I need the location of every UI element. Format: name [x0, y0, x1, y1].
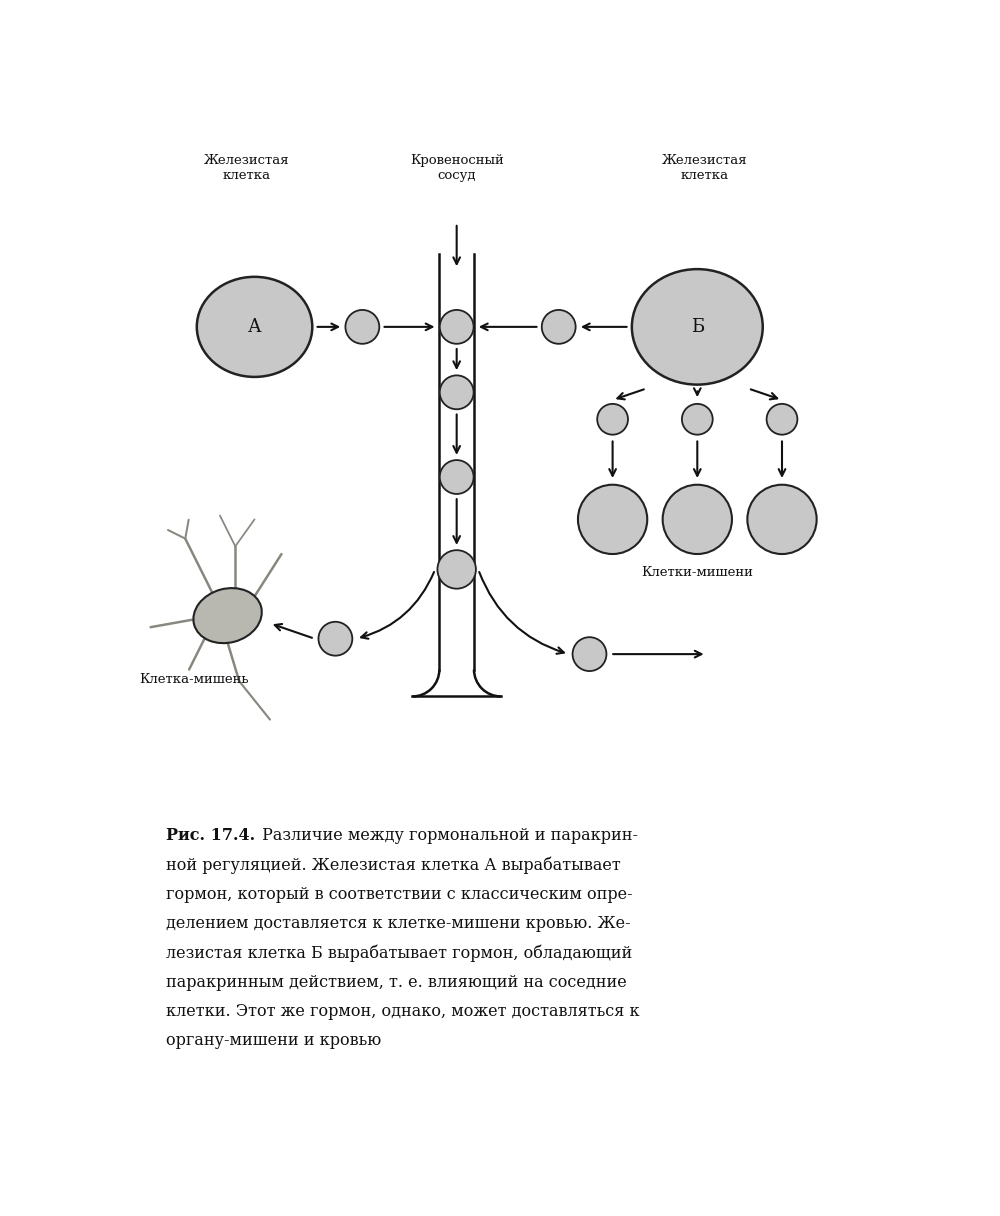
Circle shape: [437, 550, 476, 589]
Circle shape: [440, 310, 474, 344]
Text: Б: Б: [691, 317, 704, 336]
Text: Клетка-мишень: Клетка-мишень: [139, 674, 249, 686]
Text: органу-мишени и кровью: органу-мишени и кровью: [166, 1032, 381, 1049]
Circle shape: [578, 485, 647, 554]
Text: Железистая
клетка: Железистая клетка: [662, 153, 748, 181]
Text: Кровеносный
сосуд: Кровеносный сосуд: [410, 153, 504, 181]
Circle shape: [747, 485, 817, 554]
Text: Рис. 17.4.: Рис. 17.4.: [166, 827, 255, 844]
Text: Железистая
клетка: Железистая клетка: [204, 153, 290, 181]
Circle shape: [597, 404, 628, 434]
Text: Клетки-мишени: Клетки-мишени: [641, 565, 753, 579]
Text: Различие между гормональной и паракрин-: Различие между гормональной и паракрин-: [257, 827, 638, 844]
Text: ной регуляцией. Железистая клетка А вырабатывает: ной регуляцией. Железистая клетка А выра…: [166, 856, 621, 874]
Circle shape: [573, 637, 606, 671]
Circle shape: [318, 621, 352, 655]
Ellipse shape: [193, 589, 262, 643]
Circle shape: [663, 485, 732, 554]
Circle shape: [440, 376, 474, 410]
Ellipse shape: [632, 269, 763, 384]
Circle shape: [345, 310, 379, 344]
Ellipse shape: [197, 277, 312, 377]
Text: лезистая клетка Б вырабатывает гормон, обладающий: лезистая клетка Б вырабатывает гормон, о…: [166, 945, 632, 962]
Circle shape: [542, 310, 576, 344]
Text: гормон, который в соответствии с классическим опре-: гормон, который в соответствии с классич…: [166, 886, 633, 903]
Text: клетки. Этот же гормон, однако, может доставляться к: клетки. Этот же гормон, однако, может до…: [166, 1003, 640, 1020]
Text: делением доставляется к клетке-мишени кровью. Же-: делением доставляется к клетке-мишени кр…: [166, 916, 631, 933]
Text: А: А: [248, 317, 261, 336]
Circle shape: [682, 404, 713, 434]
Text: паракринным действием, т. е. влияющий на соседние: паракринным действием, т. е. влияющий на…: [166, 974, 627, 991]
Circle shape: [440, 460, 474, 494]
Circle shape: [767, 404, 797, 434]
